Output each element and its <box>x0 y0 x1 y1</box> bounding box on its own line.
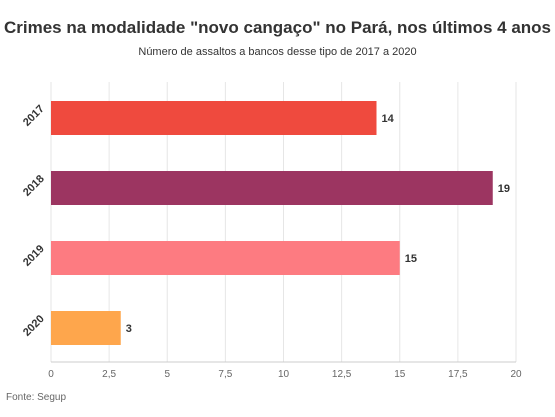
chart-title: Crimes na modalidade "novo cangaço" no P… <box>3 18 552 37</box>
source-note: Fonte: Segup <box>6 392 67 403</box>
category-label-2018: 2018 <box>21 173 47 199</box>
x-tick-label: 10 <box>278 369 290 380</box>
chart-subtitle: Número de assaltos a bancos desse tipo d… <box>138 46 417 58</box>
bar-2017 <box>51 101 377 135</box>
x-tick-label: 0 <box>48 369 54 380</box>
bar-2020 <box>51 311 121 345</box>
x-tick-label: 5 <box>164 369 170 380</box>
x-tick-label: 2,5 <box>102 369 116 380</box>
bar-2019 <box>51 241 400 275</box>
data-label-2020: 3 <box>126 323 132 335</box>
data-label-2017: 14 <box>382 113 395 125</box>
bars <box>51 101 493 345</box>
x-tick-label: 12,5 <box>332 369 352 380</box>
data-label-2018: 19 <box>498 183 510 195</box>
x-tick-label: 7,5 <box>218 369 232 380</box>
category-label-2019: 2019 <box>21 243 47 269</box>
x-tick-label: 20 <box>510 369 522 380</box>
x-tick-label: 15 <box>394 369 406 380</box>
category-label-2020: 2020 <box>21 313 47 339</box>
data-label-2019: 15 <box>405 253 417 265</box>
bar-2018 <box>51 171 493 205</box>
x-tick-label: 17,5 <box>448 369 468 380</box>
category-label-2017: 2017 <box>21 103 47 129</box>
